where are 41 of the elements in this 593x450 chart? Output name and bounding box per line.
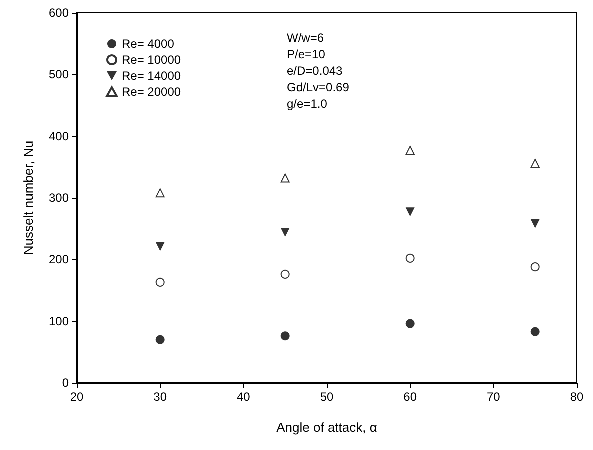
x-tick-label: 20 — [70, 390, 84, 404]
x-tick-label: 70 — [486, 390, 501, 404]
y-tick-label: 0 — [62, 376, 70, 390]
point — [406, 146, 415, 156]
point — [156, 335, 165, 344]
point — [530, 219, 540, 228]
point — [530, 158, 540, 168]
point — [406, 319, 415, 328]
y-tick-label: 600 — [48, 6, 70, 20]
x-tick-label: 60 — [404, 390, 418, 404]
y-tick-label: 500 — [48, 68, 70, 82]
legend-label: Re= 20000 — [122, 85, 182, 99]
y-axis-title: Nusselt number, Nu — [21, 140, 36, 256]
annotation: P/e=10 — [287, 48, 326, 62]
x-axis-title: Angle of attack, α — [276, 420, 378, 435]
point — [280, 270, 290, 279]
legend-label: Re= 4000 — [122, 37, 175, 51]
legend-label: Re= 10000 — [122, 53, 182, 67]
legend-label: Re= 14000 — [122, 69, 182, 83]
x-tick-label: 80 — [570, 390, 584, 404]
x-tick-label: 40 — [236, 390, 251, 404]
y-tick-label: 200 — [48, 252, 70, 267]
y-tick-label: 100 — [48, 314, 70, 328]
point — [280, 332, 290, 341]
annotation: W/w=6 — [287, 31, 324, 45]
y-tick-label: 300 — [48, 191, 70, 205]
point — [280, 174, 290, 183]
annotation: Gd/Lv=0.69 — [287, 80, 350, 94]
y-tick-label: 400 — [48, 129, 70, 144]
x-tick-label: 30 — [154, 390, 168, 404]
point — [530, 327, 540, 336]
point — [406, 254, 415, 263]
point — [156, 278, 165, 287]
annotation: e/D=0.043 — [287, 64, 344, 78]
point — [280, 228, 290, 238]
annotation: g/e=1.0 — [287, 97, 328, 111]
point — [156, 188, 165, 198]
point — [530, 262, 540, 272]
point — [156, 242, 165, 252]
x-tick-label: 50 — [320, 390, 334, 404]
point — [406, 208, 415, 217]
